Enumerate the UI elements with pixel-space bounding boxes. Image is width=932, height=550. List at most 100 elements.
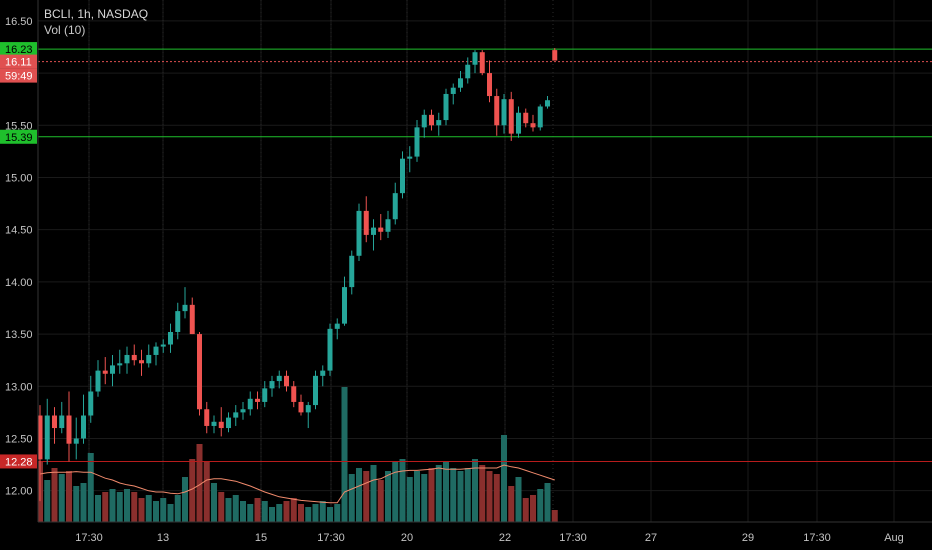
volume-bar bbox=[298, 504, 304, 522]
candle-body bbox=[95, 370, 101, 392]
volume-bar bbox=[240, 501, 246, 522]
volume-bar bbox=[319, 501, 326, 522]
candle-body bbox=[73, 438, 79, 444]
candle-body bbox=[298, 401, 304, 413]
candle-body bbox=[327, 328, 333, 371]
volume-bar bbox=[232, 495, 239, 522]
x-axis-background bbox=[0, 522, 932, 550]
volume-bar bbox=[443, 462, 449, 522]
candle-body bbox=[66, 415, 72, 444]
candlesticks bbox=[37, 48, 558, 502]
volume-bar bbox=[392, 462, 399, 522]
volume-bar bbox=[174, 495, 181, 522]
y-tick-label: 14.50 bbox=[5, 225, 33, 237]
volume-bar bbox=[189, 459, 196, 522]
price-tag-12.28-bg bbox=[0, 454, 37, 469]
volume-bars bbox=[37, 387, 558, 522]
volume-ma-polyline bbox=[39, 464, 555, 504]
volume-bar bbox=[399, 459, 406, 522]
volume-bar bbox=[305, 507, 312, 522]
candle-body bbox=[429, 114, 434, 126]
volume-bar bbox=[87, 453, 94, 522]
price-tag-15.39: 15.39 bbox=[5, 132, 33, 144]
candle-body bbox=[59, 415, 65, 429]
x-axis: 17:30 13 15 17:30 20 22 17:30 27 29 17:30 Aug bbox=[0, 521, 932, 550]
volume-bar bbox=[501, 435, 507, 522]
y-tick-label: 12.00 bbox=[5, 486, 33, 498]
y-tick-label: 16.50 bbox=[5, 16, 33, 28]
volume-bar bbox=[153, 501, 159, 522]
candle-body bbox=[247, 398, 253, 410]
candle-body bbox=[421, 114, 427, 128]
x-tick-label: 13 bbox=[157, 532, 169, 544]
candle-body bbox=[313, 375, 318, 406]
countdown-tag-bg bbox=[0, 68, 37, 83]
candle-body bbox=[334, 323, 340, 329]
volume-bar bbox=[428, 468, 435, 522]
volume-bar bbox=[58, 474, 65, 522]
volume-bar bbox=[363, 471, 370, 522]
x-tick-label: 22 bbox=[499, 532, 511, 544]
volume-bar bbox=[51, 468, 58, 522]
volume-bar bbox=[196, 444, 203, 522]
price-tag-16.11: 16.11 bbox=[5, 57, 32, 69]
volume-bar bbox=[116, 492, 123, 522]
chart-legend: BCLI, 1h, NASDAQ Vol (10) bbox=[44, 6, 148, 38]
candle-body bbox=[552, 50, 558, 61]
candle-body bbox=[545, 100, 550, 107]
price-tag-12.28: 12.28 bbox=[5, 456, 33, 468]
candle-body bbox=[218, 421, 224, 429]
symbol-title[interactable]: BCLI, 1h, NASDAQ bbox=[44, 7, 149, 21]
volume-bar bbox=[457, 471, 464, 522]
candle-body bbox=[443, 93, 449, 121]
candle-body bbox=[371, 227, 376, 235]
candle-body bbox=[139, 360, 144, 364]
volume-bar bbox=[124, 489, 130, 522]
volume-bar bbox=[312, 504, 319, 522]
volume-indicator-title[interactable]: Vol (10) bbox=[44, 23, 86, 37]
volume-bar bbox=[508, 486, 515, 522]
candle-body bbox=[131, 354, 137, 361]
candle-body bbox=[44, 415, 50, 460]
candle-body bbox=[146, 354, 152, 364]
candle-body bbox=[400, 158, 405, 194]
volume-bar bbox=[385, 471, 391, 522]
volume-bar bbox=[450, 468, 457, 522]
volume-bar bbox=[435, 465, 442, 522]
volume-ma-line bbox=[39, 464, 555, 504]
y-tick-label: 12.50 bbox=[5, 433, 33, 445]
volume-bar bbox=[341, 387, 348, 522]
y-tick-label: 13.50 bbox=[5, 329, 33, 341]
candle-body bbox=[204, 409, 210, 426]
candle-body bbox=[305, 405, 311, 413]
volume-bar bbox=[327, 507, 333, 522]
volume-bar bbox=[109, 489, 116, 522]
horizontal-lines[interactable] bbox=[38, 48, 932, 462]
volume-bar bbox=[254, 498, 261, 522]
volume-bar bbox=[102, 492, 109, 522]
volume-bar bbox=[160, 498, 167, 522]
candle-body bbox=[385, 219, 391, 232]
price-tag-16.11-bg bbox=[0, 54, 37, 69]
candle-body bbox=[52, 415, 57, 429]
volume-bar bbox=[261, 501, 268, 522]
candle-body bbox=[458, 78, 463, 88]
candle-body bbox=[530, 123, 536, 128]
candle-body bbox=[450, 87, 456, 94]
volume-bar bbox=[211, 483, 217, 522]
volume-bar bbox=[66, 471, 72, 522]
volume-bar bbox=[479, 465, 486, 522]
candle-body bbox=[269, 381, 275, 389]
volume-bar bbox=[486, 471, 493, 522]
y-tick-label: 15.50 bbox=[5, 120, 33, 132]
x-tick-label: 17:30 bbox=[317, 532, 345, 544]
candle-body bbox=[124, 354, 130, 364]
volume-bar bbox=[537, 489, 544, 522]
candle-body bbox=[88, 391, 94, 416]
x-tick-label: 15 bbox=[255, 532, 267, 544]
x-tick-label: 17:30 bbox=[559, 532, 587, 544]
candle-body bbox=[363, 210, 369, 235]
candle-body bbox=[356, 210, 362, 256]
